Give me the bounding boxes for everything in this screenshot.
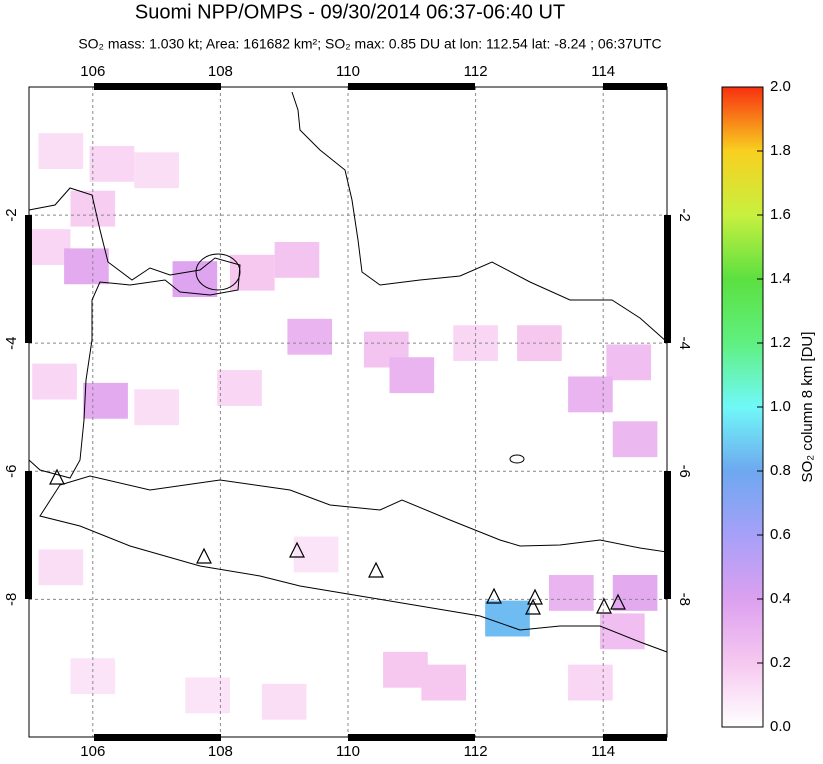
so2-pixel [612, 574, 658, 611]
java-coast [39, 475, 668, 653]
so2-pixel [274, 241, 320, 278]
colorbar-tick-label: 1.4 [770, 270, 791, 287]
subtitle: SO₂ mass: 1.030 kt; Area: 161682 km²; SO… [78, 36, 661, 52]
map-frame [25, 83, 671, 741]
colorbar-tick-label: 0.0 [770, 718, 791, 735]
colorbar-tick-label: 0.6 [770, 526, 791, 543]
volcanoes [49, 468, 626, 615]
colorbar-label: SO₂ column 8 km [DU] [799, 332, 816, 483]
so2-pixel [383, 651, 428, 688]
sumatra-coast [28, 187, 241, 479]
so2-pixel [64, 248, 109, 285]
so2-pixels [25, 133, 658, 720]
so2-pixel [38, 549, 84, 586]
x-tick-label: 110 [336, 743, 360, 759]
colorbar [721, 86, 764, 728]
colorbar-tick-label: 2.0 [770, 78, 791, 95]
colorbar-axis: 0.0 0.2 0.4 0.6 0.8 1.0 1.2 1.4 1.6 1.8 2.0 [757, 78, 791, 735]
y-tick-label: -6 [676, 465, 693, 478]
so2-pixel [172, 261, 218, 298]
colorbar-tick-label: 1.6 [770, 206, 791, 223]
x-tick-label: 110 [336, 63, 360, 80]
so2-pixel [83, 382, 128, 419]
island [509, 454, 525, 464]
volcano [525, 598, 541, 615]
volcano [289, 541, 305, 558]
so2-pixel [32, 363, 77, 400]
so2-pixel [185, 677, 230, 714]
x-tick-label: 106 [80, 743, 105, 759]
colorbar-tick-label: 0.4 [770, 590, 791, 607]
so2-pixel [217, 370, 262, 406]
volcano [196, 547, 212, 564]
so2-pixel [261, 683, 307, 720]
volcano [596, 597, 612, 614]
so2-pixel [229, 254, 275, 291]
colorbar-tick-label: 1.0 [770, 398, 791, 415]
volcano [527, 588, 543, 605]
colorbar-tick-label: 1.2 [770, 334, 791, 351]
so2-pixel [421, 664, 467, 701]
so2-pixel [606, 344, 652, 381]
x-tick-label: 112 [464, 743, 488, 759]
x-tick-label: 106 [80, 63, 105, 80]
colorbar-tick-label: 0.2 [770, 654, 791, 671]
grid [29, 87, 667, 737]
y-tick-label: -6 [3, 465, 20, 478]
y-tick-label: -2 [3, 208, 20, 221]
volcano [49, 468, 65, 485]
borneo-coast [291, 91, 668, 343]
x-tick-label: 108 [208, 743, 233, 759]
y-tick-label: -8 [676, 593, 693, 606]
so2-pixel [38, 133, 84, 169]
so2-pixel [25, 229, 71, 266]
x-tick-label: 108 [208, 63, 233, 80]
y-tick-label: -8 [3, 593, 20, 606]
so2-pixel [568, 376, 613, 413]
x-tick-label: 114 [591, 63, 615, 80]
so2-pixel [389, 357, 435, 394]
y-tick-label: -4 [3, 336, 20, 349]
volcano [486, 587, 502, 604]
so2-pixel [600, 613, 645, 650]
so2-pixel [287, 318, 333, 355]
so2-pixel [89, 145, 135, 182]
so2-pixel [612, 421, 658, 458]
y-tick-label: -2 [676, 208, 693, 221]
so2-pixel [548, 574, 594, 611]
so2-pixel [134, 389, 179, 426]
colorbar-tick-label: 0.8 [770, 462, 791, 479]
so2-pixel [293, 536, 339, 573]
so2-pixel [485, 600, 530, 637]
x-tick-label: 114 [591, 743, 615, 759]
title: Suomi NPP/OMPS - 09/30/2014 06:37-06:40 … [135, 1, 565, 23]
so2-pixel [568, 664, 613, 701]
colorbar-tick-label: 1.8 [770, 142, 791, 159]
island [195, 253, 241, 291]
y-tick-label: -4 [676, 336, 693, 349]
volcano [610, 593, 626, 610]
volcano [368, 561, 384, 578]
so2-pixel [134, 152, 179, 189]
x-tick-label: 112 [464, 63, 488, 80]
